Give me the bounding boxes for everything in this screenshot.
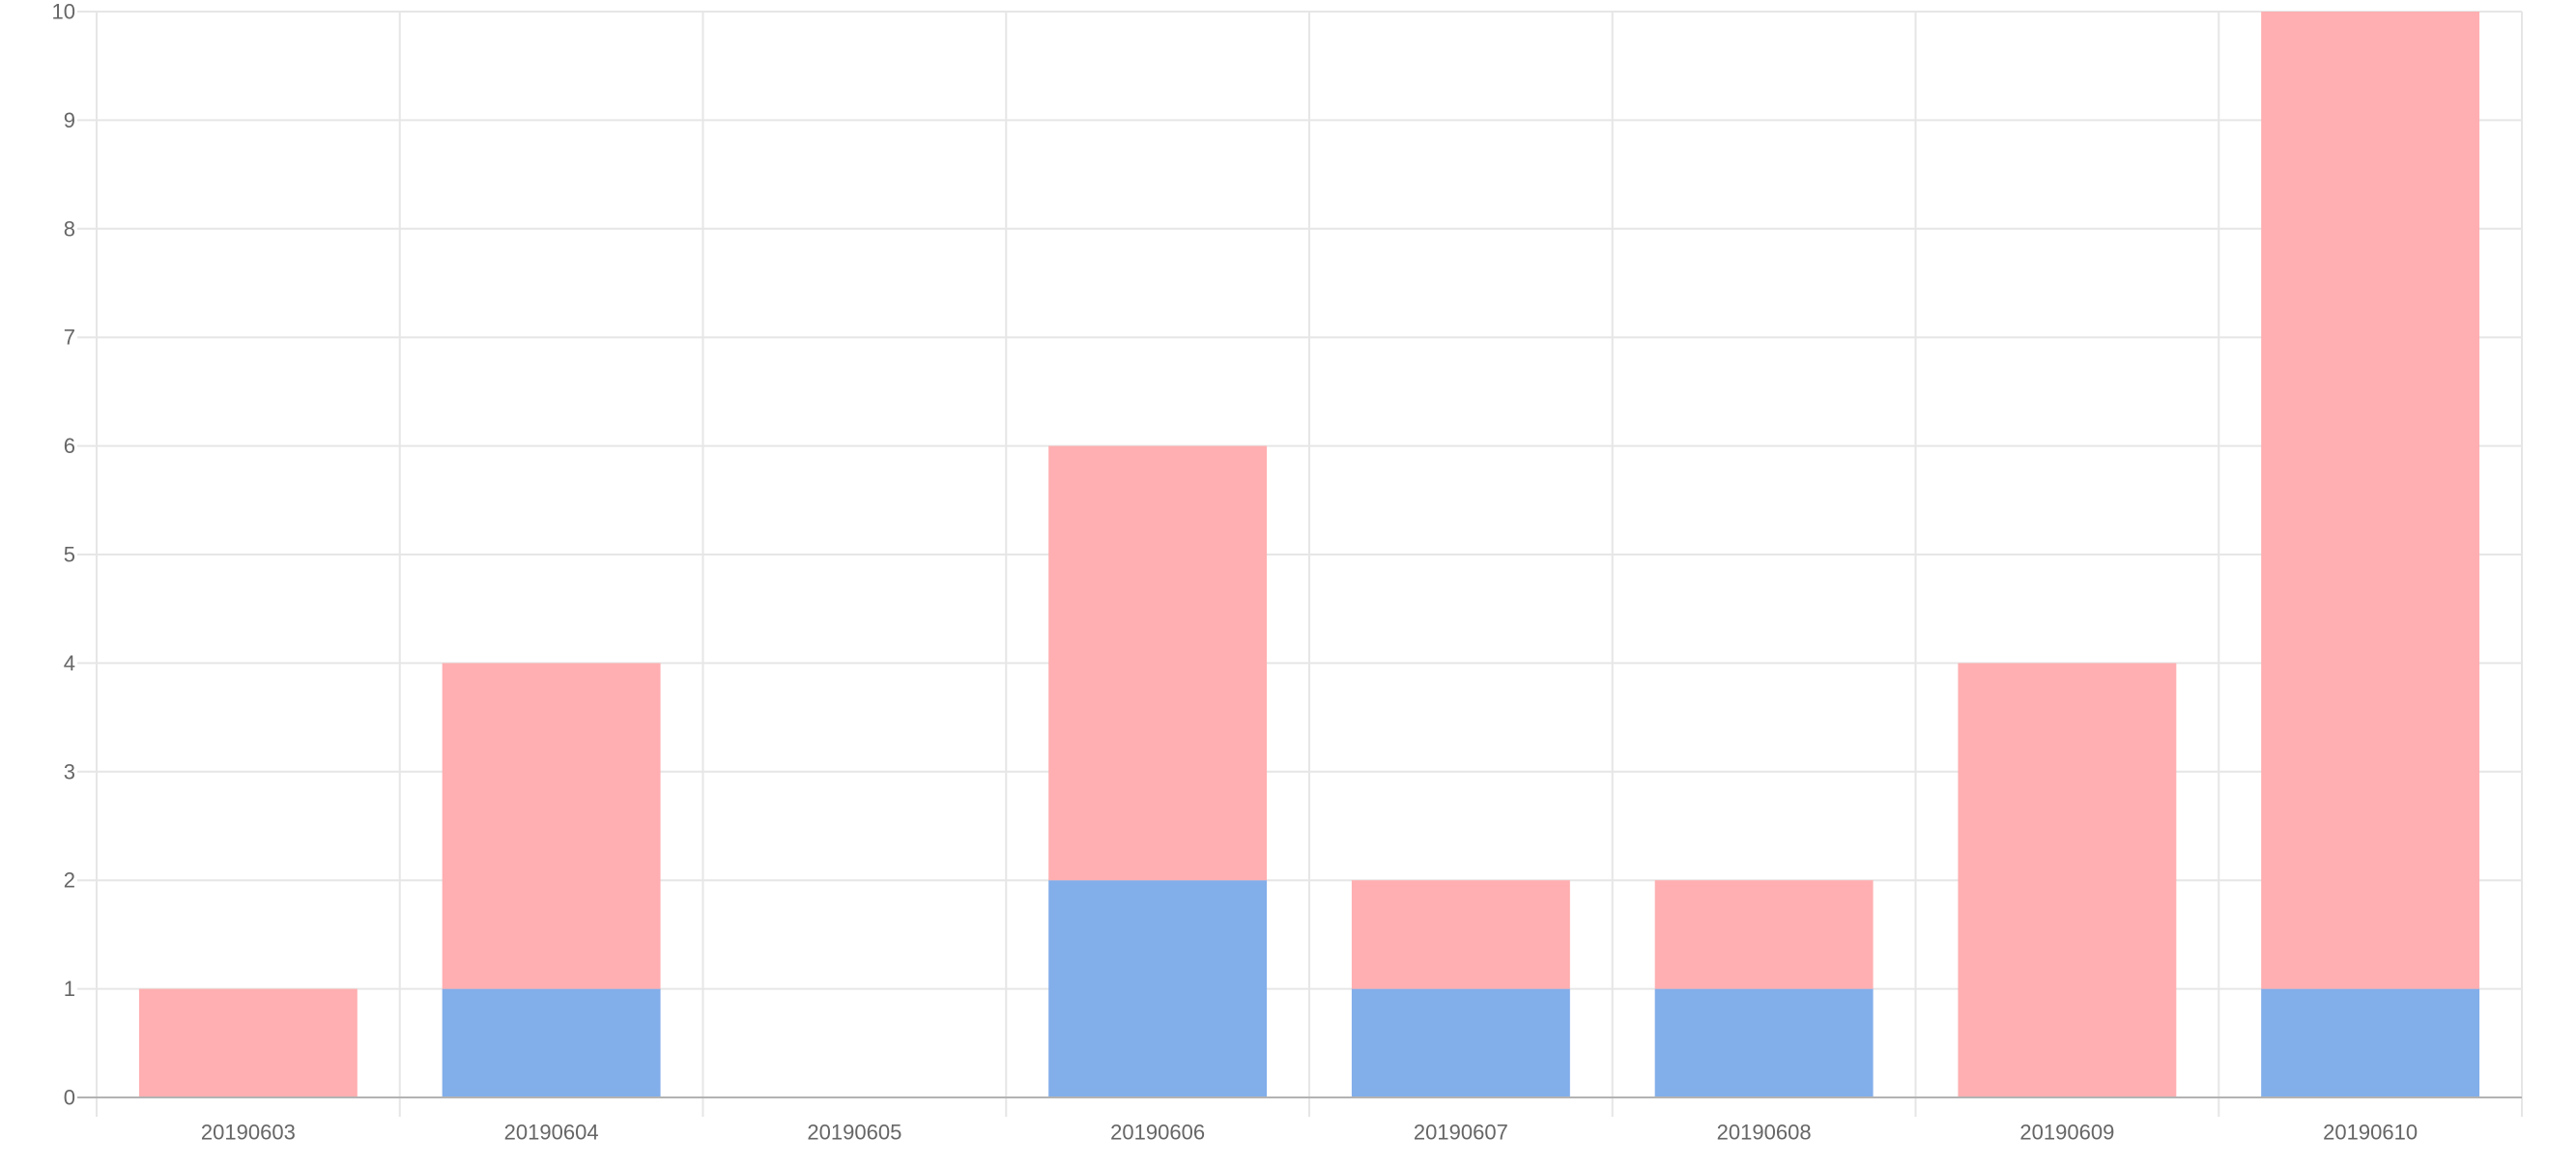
bar-segment-series-2[interactable]: [1048, 445, 1268, 881]
y-tick-label: 6: [64, 434, 75, 458]
x-tick-label: 20190607: [1414, 1121, 1508, 1145]
y-tick-label: 0: [64, 1086, 75, 1110]
x-tick-label: 20190610: [2323, 1121, 2418, 1145]
y-tick-label: 2: [64, 868, 75, 893]
labels-layer: 0 1 2 3 4 5 6 7 8 9 10 20190603 20190604 20190605 2019…: [52, 0, 2419, 1145]
x-tick-label: 20190604: [504, 1121, 599, 1145]
x-tick-label: 20190609: [2019, 1121, 2114, 1145]
bars-layer: [138, 12, 2480, 1097]
axis-layer: [77, 12, 2522, 1098]
bar-segment-series-2[interactable]: [2261, 12, 2480, 989]
bar-segment-series-1[interactable]: [1048, 880, 1268, 1097]
y-tick-label: 3: [64, 759, 75, 783]
bar-segment-series-2[interactable]: [1958, 663, 2177, 1097]
bar-segment-series-1[interactable]: [442, 988, 661, 1097]
y-tick-label: 10: [52, 0, 75, 24]
bar-segment-series-2[interactable]: [1654, 880, 1874, 989]
bar-segment-series-2[interactable]: [1351, 880, 1570, 989]
y-tick-label: 9: [64, 108, 75, 132]
bar-segment-series-2[interactable]: [138, 988, 358, 1097]
x-tick-label: 20190603: [201, 1121, 296, 1145]
bar-segment-series-1[interactable]: [1351, 988, 1570, 1097]
y-tick-label: 5: [64, 543, 75, 567]
bar-segment-series-1[interactable]: [1654, 988, 1874, 1097]
x-tick-label: 20190605: [807, 1121, 902, 1145]
bar-segment-series-1[interactable]: [2261, 988, 2480, 1097]
x-tick-label: 20190608: [1717, 1121, 1812, 1145]
bar-segment-series-2[interactable]: [442, 663, 661, 989]
y-tick-label: 1: [64, 977, 75, 1001]
y-tick-label: 8: [64, 216, 75, 241]
y-tick-label: 7: [64, 326, 75, 350]
y-tick-label: 4: [64, 651, 75, 675]
x-tick-label: 20190606: [1110, 1121, 1205, 1145]
